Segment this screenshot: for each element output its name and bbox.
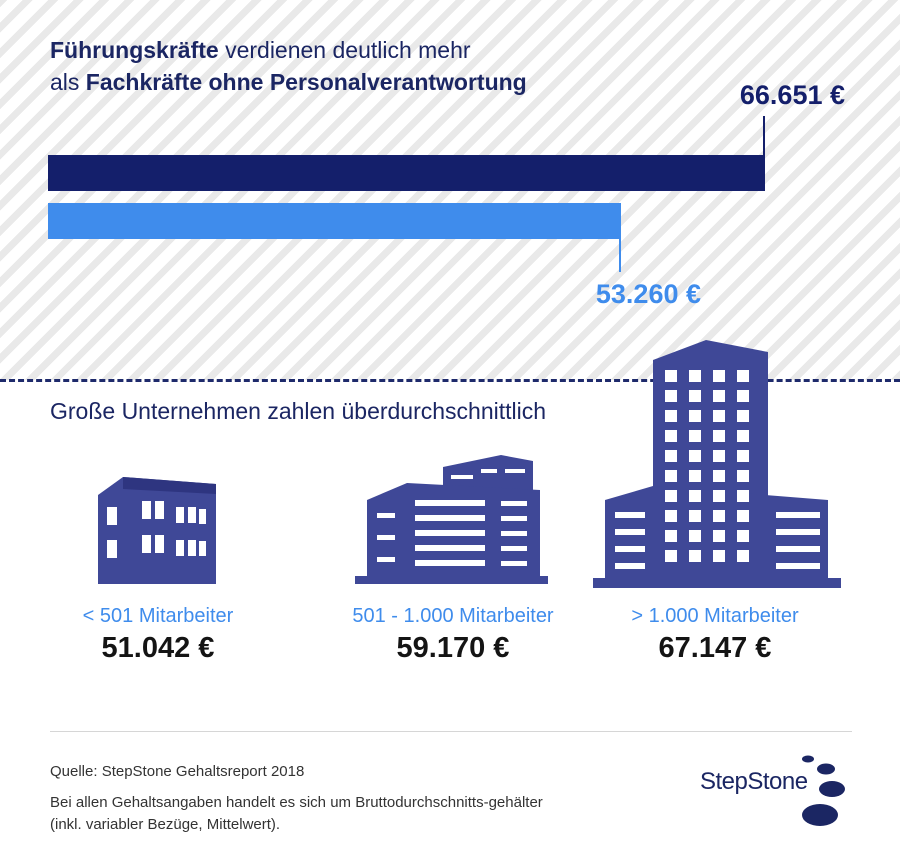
window	[665, 550, 677, 562]
stepstone-logo-text: StepStone	[700, 768, 808, 795]
window	[665, 510, 677, 522]
window	[665, 430, 677, 442]
company-size-label-3: > 1.000 Mitarbeiter	[631, 605, 799, 627]
footer-separator	[50, 731, 852, 732]
window	[737, 450, 749, 462]
window	[713, 450, 725, 462]
window	[689, 490, 701, 502]
company-size-label-2: 501 - 1.000 Mitarbeiter	[352, 605, 554, 627]
window	[737, 550, 749, 562]
window	[665, 470, 677, 482]
window	[713, 490, 725, 502]
window	[665, 370, 677, 382]
company-size-value-2: 59.170 €	[396, 632, 510, 664]
bar-fuehrungskraefte-value: 66.651 €	[739, 80, 845, 110]
window-strip	[615, 546, 645, 552]
window	[689, 450, 701, 462]
window	[665, 490, 677, 502]
window	[689, 390, 701, 402]
window-strip	[776, 546, 820, 552]
window	[689, 550, 701, 562]
window	[713, 430, 725, 442]
bar-fuehrungskraefte-leader-line	[763, 116, 765, 156]
company-size-value-1: 51.042 €	[101, 632, 215, 664]
window	[665, 450, 677, 462]
window-strip	[776, 563, 820, 569]
window	[689, 410, 701, 422]
title-text-1: verdienen deutlich mehr	[218, 37, 471, 63]
window-strip	[615, 563, 645, 569]
bar-fachkraefte	[48, 203, 621, 239]
window	[737, 470, 749, 482]
dashed-divider	[0, 379, 900, 382]
window	[713, 410, 725, 422]
window-strip	[776, 512, 820, 518]
window	[689, 530, 701, 542]
window	[713, 550, 725, 562]
medium-building-icon	[355, 455, 548, 584]
stepstone-logo-icon	[802, 755, 845, 826]
window	[737, 490, 749, 502]
window-strip	[615, 512, 645, 518]
window	[713, 530, 725, 542]
bar-fuehrungskraefte	[48, 155, 765, 191]
chart-title: Führungskräfte verdienen deutlich mehr a…	[50, 34, 527, 98]
footnote-text: Bei allen Gehaltsangaben handelt es sich…	[50, 794, 543, 833]
window	[737, 410, 749, 422]
company-size-label-1: < 501 Mitarbeiter	[82, 605, 234, 627]
window	[713, 370, 725, 382]
window-strip	[615, 529, 645, 535]
section-subtitle: Große Unternehmen zahlen überdurchschnit…	[50, 398, 547, 424]
title-bold-2: Fachkräfte ohne Personalverantwortung	[85, 69, 527, 95]
window	[665, 390, 677, 402]
window	[737, 370, 749, 382]
window	[737, 510, 749, 522]
window	[737, 390, 749, 402]
window	[689, 430, 701, 442]
window-strip	[776, 529, 820, 535]
small-building-icon	[98, 477, 216, 584]
large-building-icon	[593, 340, 841, 588]
company-size-value-3: 67.147 €	[658, 632, 772, 664]
title-text-2: als	[50, 69, 86, 95]
window	[689, 470, 701, 482]
bar-fachkraefte-value: 53.260 €	[595, 279, 701, 309]
window	[665, 530, 677, 542]
window	[737, 430, 749, 442]
bar-fachkraefte-leader-line	[619, 236, 621, 272]
window	[713, 470, 725, 482]
title-bold-1: Führungskräfte	[50, 37, 219, 63]
window	[689, 510, 701, 522]
window	[713, 510, 725, 522]
window	[713, 390, 725, 402]
window	[737, 530, 749, 542]
window	[689, 370, 701, 382]
window	[665, 410, 677, 422]
source-text: Quelle: StepStone Gehaltsreport 2018	[50, 763, 305, 780]
